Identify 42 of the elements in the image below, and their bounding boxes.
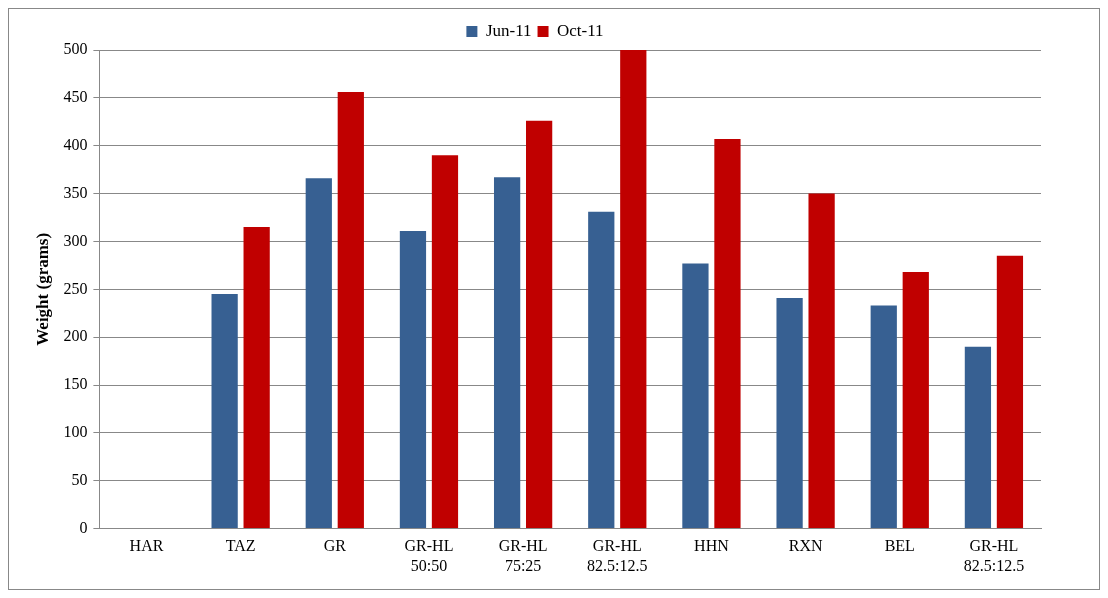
- bar: [305, 178, 332, 529]
- bar: [526, 120, 553, 529]
- y-tick-label: 450: [63, 88, 88, 106]
- x-tick-label: TAZ: [225, 537, 256, 555]
- bar: [682, 263, 709, 529]
- x-tick-label: GR-HL 50:50: [404, 537, 454, 574]
- y-axis-title: Weight (grams): [32, 232, 52, 346]
- bar: [620, 50, 647, 529]
- y-tick-label: 400: [63, 135, 88, 153]
- bar: [964, 346, 992, 529]
- bar: [776, 297, 803, 529]
- y-tick-label: 100: [63, 423, 88, 441]
- y-tick-label: 500: [63, 40, 88, 58]
- x-tick-label: RXN: [788, 537, 823, 555]
- legend-label: Oct-11: [557, 20, 604, 40]
- bar: [996, 255, 1024, 529]
- y-tick-label: 200: [63, 327, 88, 345]
- bar: [902, 272, 929, 529]
- x-tick-label: HHN: [694, 537, 730, 555]
- y-tick-label: 150: [63, 375, 88, 393]
- legend-label: Jun-11: [485, 20, 532, 40]
- y-tick-label: 350: [63, 183, 88, 201]
- bar: [431, 155, 459, 529]
- x-tick-label: GR: [323, 537, 347, 555]
- y-tick-label: 300: [63, 231, 88, 249]
- x-tick-label: BEL: [884, 537, 915, 555]
- bar: [211, 294, 238, 529]
- bar: [588, 211, 615, 529]
- y-tick-label: 0: [79, 518, 88, 536]
- y-tick-label: 250: [63, 279, 88, 297]
- x-tick-label: GR-HL 82.5:12.5: [587, 537, 648, 574]
- bar: [493, 177, 521, 529]
- x-tick-label: GR-HL 82.5:12.5: [963, 537, 1025, 574]
- x-tick-label: HAR: [129, 537, 164, 555]
- bar: [808, 193, 835, 529]
- bar: [870, 305, 897, 529]
- bar: [337, 92, 364, 529]
- bar: [243, 227, 270, 529]
- bar: [399, 230, 427, 529]
- bar: [714, 139, 741, 529]
- x-tick-label: GR-HL 75:25: [498, 537, 548, 574]
- y-tick-label: 50: [71, 470, 88, 488]
